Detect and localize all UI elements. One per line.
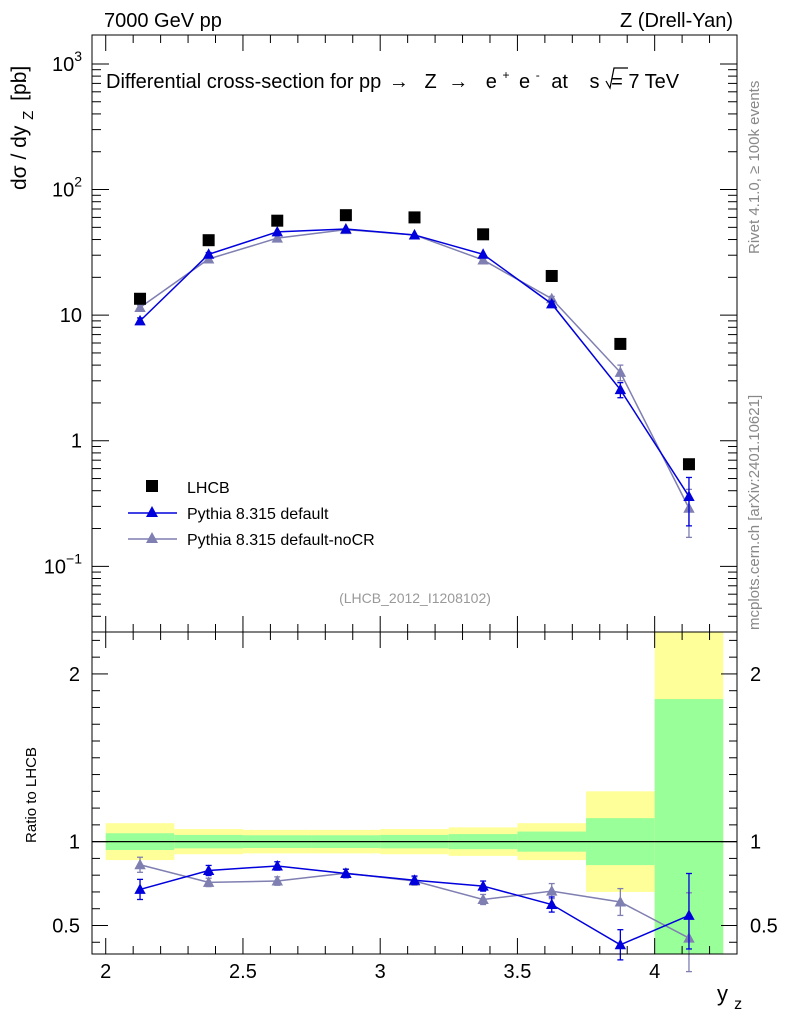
- legend-label-nocr: Pythia 8.315 default-noCR: [187, 532, 375, 549]
- main-point-lhcb: [614, 337, 627, 350]
- main-title: Differential cross-section for pp → Z → …: [106, 62, 680, 93]
- ratio-point-nocr: [202, 876, 215, 887]
- main-point-nocr: [477, 253, 489, 265]
- ratio-xtick-label: 2: [100, 961, 111, 983]
- ratio-point-nocr: [477, 893, 489, 904]
- main-point-lhcb: [477, 228, 490, 241]
- main-point-lhcb: [408, 211, 421, 224]
- legend-marker-nocr: [146, 532, 158, 543]
- ratio-ytick-label-right: 1: [750, 832, 761, 854]
- main-point-default: [408, 228, 421, 240]
- main-point-lhcb: [134, 292, 147, 305]
- ratio-point-nocr: [546, 885, 558, 896]
- title-at: at: [551, 71, 568, 93]
- title-e2: e: [519, 71, 530, 93]
- ratio-point-default: [340, 867, 352, 878]
- ratio-ytick-label: 2: [69, 664, 80, 686]
- ratio-xtick-label: 3.5: [504, 961, 532, 983]
- main-ylabel-sub: Z: [20, 111, 37, 120]
- main-ytick-label: 10−1: [44, 550, 82, 578]
- main-point-default: [271, 225, 283, 237]
- header-right: Z (Drell-Yan): [620, 10, 733, 32]
- ratio-panel: 0.5 0.5 1 1 2 2 2 2.5 3 3.5 4 Ratio to LHCB y z: [23, 631, 778, 1013]
- title-arrow1: →: [389, 71, 409, 93]
- legend-marker-default: [146, 506, 158, 517]
- title-s: s: [590, 71, 600, 93]
- ratio-xtick-label: 3: [375, 961, 386, 983]
- main-ytick-label: 102: [52, 174, 82, 202]
- main-ylabel-text: dσ / dy: [8, 125, 31, 190]
- main-point-default: [202, 248, 215, 259]
- main-point-default: [477, 248, 489, 259]
- sqrt-sign: [605, 67, 628, 90]
- ratio-xtick-label: 4: [649, 961, 660, 983]
- ratio-point-default: [477, 880, 489, 891]
- title-prefix: Differential cross-section for pp: [106, 71, 381, 93]
- main-line-nocr: [139, 228, 690, 509]
- legend-marker-lhcb: [146, 480, 158, 492]
- ratio-point-default: [614, 938, 627, 950]
- legend-label-lhcb: LHCB: [187, 480, 230, 497]
- main-point-lhcb: [682, 458, 695, 471]
- main-point-lhcb: [271, 214, 284, 227]
- title-energy: = 7 TeV: [611, 71, 680, 93]
- ratio-xtick-label: 2.5: [229, 961, 257, 983]
- ratio-point-nocr: [614, 896, 627, 907]
- main-point-default: [614, 383, 627, 395]
- ratio-ytick-label-right: 0.5: [750, 915, 778, 937]
- header-left: 7000 GeV pp: [104, 10, 222, 32]
- title-arrow2: →: [448, 71, 468, 93]
- main-line-default: [139, 228, 690, 497]
- main-point-lhcb: [202, 234, 215, 247]
- main-point-default: [340, 223, 352, 234]
- main-point-default: [546, 297, 558, 309]
- ratio-point-default: [408, 874, 421, 885]
- main-point-nocr: [134, 301, 146, 313]
- main-ytick-label: 103: [52, 48, 82, 76]
- ratio-ytick-label: 1: [69, 832, 80, 854]
- legend-label-default: Pythia 8.315 default: [187, 506, 329, 523]
- main-ylabel: dσ / dy Z [pb]: [8, 66, 38, 190]
- main-ytick-label: 10: [60, 305, 82, 327]
- ratio-point-default: [202, 864, 215, 875]
- rivet-label: Rivet 4.1.0, ≥ 100k events: [746, 81, 763, 254]
- ratio-xlabel: y z: [717, 981, 742, 1013]
- title-plus: +: [502, 68, 509, 82]
- main-point-nocr: [271, 232, 283, 243]
- main-ytick-label: 1: [71, 431, 82, 453]
- ratio-xlabel-text: y: [717, 981, 728, 1006]
- main-point-default: [683, 490, 695, 501]
- title-minus: -: [536, 68, 540, 82]
- main-point-lhcb: [545, 269, 558, 282]
- ratio-xlabel-sub: z: [734, 996, 742, 1013]
- main-point-default: [134, 314, 146, 326]
- ratio-ytick-label: 0.5: [52, 915, 80, 937]
- main-ylabel-unit: [pb]: [8, 66, 31, 101]
- ratio-point-nocr: [134, 858, 146, 870]
- main-point-lhcb: [339, 209, 352, 222]
- ratio-point-default: [134, 883, 146, 894]
- ratio-ylabel: Ratio to LHCB: [23, 747, 40, 843]
- main-point-nocr: [614, 366, 627, 377]
- ratio-point-default: [683, 909, 695, 920]
- ratio-point-nocr: [271, 875, 283, 886]
- ratio-point-default: [546, 898, 558, 910]
- ratio-point-default: [271, 859, 283, 871]
- ratio-frame: [91, 631, 738, 955]
- legend: LHCB Pythia 8.315 default Pythia 8.315 d…: [128, 480, 375, 549]
- ratio-ytick-label-right: 2: [750, 664, 761, 686]
- analysis-annotation: (LHCB_2012_I1208102): [339, 590, 491, 606]
- title-z: Z: [424, 71, 436, 93]
- mcplots-label: mcplots.cern.ch [arXiv:2401.10621]: [746, 395, 763, 630]
- title-e1: e: [486, 71, 497, 93]
